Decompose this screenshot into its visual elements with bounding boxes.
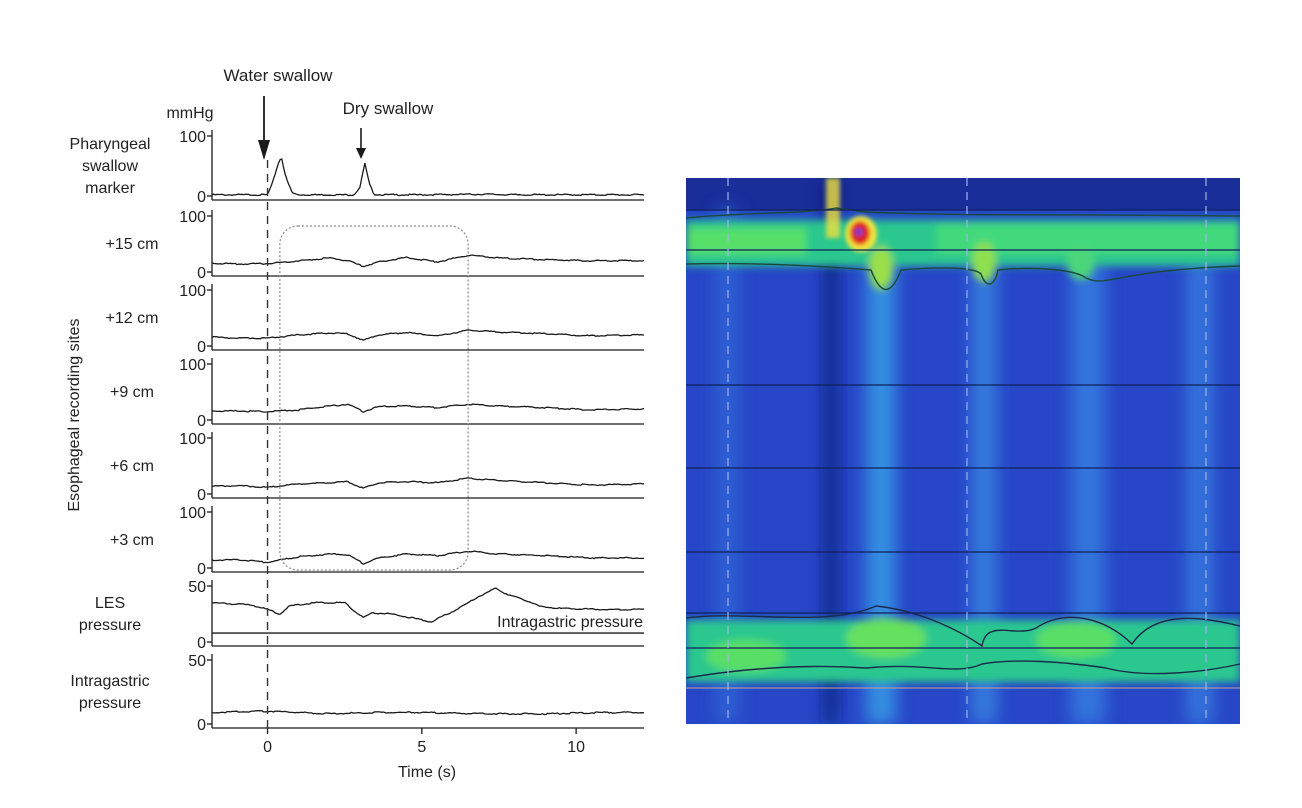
water-swallow-label: Water swallow <box>224 66 334 85</box>
x-axis-label: Time (s) <box>398 764 456 781</box>
y-tick-label: 50 <box>188 579 206 596</box>
y-tick-label: 0 <box>197 189 206 206</box>
panel-label: +3 cm <box>110 532 154 549</box>
pressure-trace <box>211 587 645 623</box>
y-tick-label: 100 <box>179 129 206 146</box>
dry-swallow-label: Dry swallow <box>343 99 434 118</box>
panel-label: marker <box>85 180 135 197</box>
heatmap-top-band <box>686 178 1240 210</box>
y-tick-label: 100 <box>179 209 206 226</box>
x-tick-label: 5 <box>417 739 426 756</box>
panel-label: Pharyngeal <box>70 136 151 153</box>
y-tick-label: 0 <box>197 561 206 578</box>
panel-label: +6 cm <box>110 458 154 475</box>
les-contour-bottom <box>686 660 1240 679</box>
y-tick-label: 0 <box>197 717 206 734</box>
y-tick-label: 0 <box>197 265 206 282</box>
dry-swallow-arrowhead <box>356 148 366 159</box>
x-tick-label: 0 <box>263 739 272 756</box>
y-tick-label: 0 <box>197 339 206 356</box>
x-tick-label: 10 <box>567 739 585 756</box>
panel-label: +15 cm <box>106 236 159 253</box>
les-contour-top <box>686 605 1240 648</box>
y-tick-label: 100 <box>179 357 206 374</box>
sensor-lines <box>686 209 1240 649</box>
y-tick-label: 50 <box>188 653 206 670</box>
pressure-trace <box>211 254 645 268</box>
pressure-trace <box>211 403 645 414</box>
panel-label: LES <box>95 595 125 612</box>
panel-label: Intragastric <box>70 673 149 690</box>
intragastric-pressure-inline-label: Intragastric pressure <box>497 614 643 631</box>
y-tick-label: 100 <box>179 431 206 448</box>
y-tick-label: 0 <box>197 487 206 504</box>
y-tick-label: 100 <box>179 505 206 522</box>
panel-label: pressure <box>79 695 141 712</box>
x-axis: 0 5 10 <box>263 728 585 756</box>
panel-label: +9 cm <box>110 384 154 401</box>
panel-label: swallow <box>82 158 138 175</box>
y-tick-label: 100 <box>179 283 206 300</box>
panel-label: +12 cm <box>106 310 159 327</box>
esophageal-group-label: Esophageal recording sites <box>66 318 83 511</box>
time-markers <box>727 178 1207 724</box>
upper-band-contour-top <box>686 207 1240 219</box>
pressure-topography-heatmap <box>686 178 1240 724</box>
water-swallow-arrowhead <box>258 140 270 160</box>
pressure-trace <box>211 329 645 341</box>
unit-label: mmHg <box>166 105 213 122</box>
upper-peak <box>826 178 877 252</box>
upper-band-contour-bottom <box>686 262 1240 290</box>
panel-label: pressure <box>79 617 141 634</box>
pressure-trace <box>211 710 645 716</box>
y-tick-label: 0 <box>197 635 206 652</box>
peristalsis-highlight-box <box>279 225 469 571</box>
pressure-trace <box>211 158 645 197</box>
pressure-trace <box>211 550 644 565</box>
y-tick-label: 0 <box>197 413 206 430</box>
pressure-trace <box>211 477 645 489</box>
esophageal-manometry-traces: Water swallow Dry swallow mmHg Esophagea… <box>66 66 645 781</box>
les-band <box>686 618 1240 682</box>
